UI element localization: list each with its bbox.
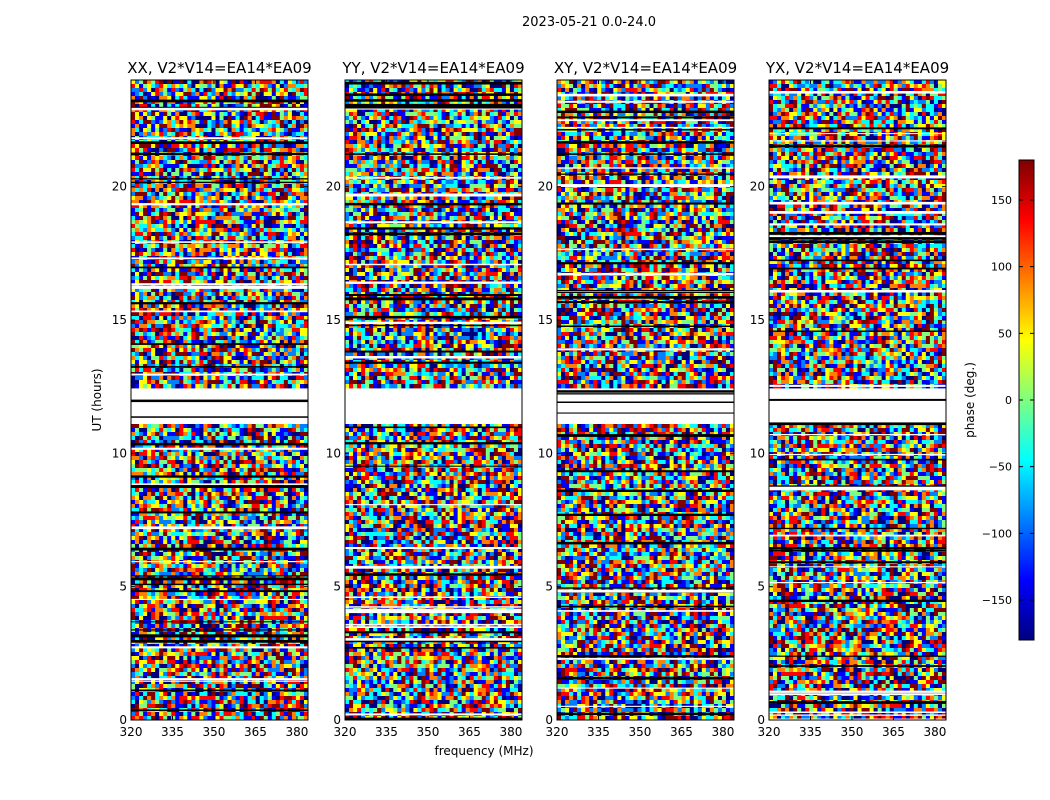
y-tick-label: 10 — [750, 446, 765, 460]
panel-frame — [344, 79, 523, 721]
y-tick-label: 20 — [750, 180, 765, 194]
panels: XX, V2*V14=EA14*EA09 320 335 350 365 380 0 5 10 1… — [112, 59, 949, 739]
x-tick-label: 335 — [799, 725, 822, 739]
colorbar-tick-label: 100 — [991, 261, 1012, 274]
phase-image — [557, 80, 735, 721]
panel-4: YX, V2*V14=EA14*EA09 320 335 350 365 380 0 5 10 1… — [750, 59, 949, 739]
y-tick-label: 15 — [326, 313, 341, 327]
colorbar-label: phase (deg.) — [963, 362, 977, 438]
y-axis-label: UT (hours) — [90, 368, 104, 431]
x-tick-label: 335 — [161, 725, 184, 739]
x-tick-label: 380 — [499, 725, 522, 739]
x-tick-label: 320 — [120, 725, 143, 739]
x-tick-label: 365 — [458, 725, 481, 739]
y-tick-label: 0 — [757, 713, 765, 727]
y-tick-label: 5 — [119, 580, 127, 594]
colorbar-tick-label: −100 — [982, 527, 1012, 540]
panel-title: XX, V2*V14=EA14*EA09 — [127, 59, 311, 77]
y-tick-label: 15 — [750, 313, 765, 327]
x-tick-label: 350 — [629, 725, 652, 739]
colorbar-tick-label: 50 — [998, 327, 1012, 340]
panel-frame — [130, 79, 309, 721]
y-tick-label: 5 — [545, 580, 553, 594]
x-tick-label: 350 — [417, 725, 440, 739]
phase-image — [345, 80, 523, 721]
colorbar-tick-label: −50 — [989, 461, 1012, 474]
x-tick-label: 335 — [375, 725, 398, 739]
panel-frame — [556, 79, 735, 721]
x-tick-label: 320 — [334, 725, 357, 739]
y-tick-label: 15 — [538, 313, 553, 327]
x-tick-label: 380 — [923, 725, 946, 739]
x-tick-label: 380 — [285, 725, 308, 739]
figure-title: 2023-05-21 0.0-24.0 — [522, 15, 656, 30]
x-tick-label: 320 — [758, 725, 781, 739]
y-tick-label: 10 — [326, 446, 341, 460]
y-tick-label: 10 — [112, 446, 127, 460]
x-tick-label: 365 — [882, 725, 905, 739]
y-tick-label: 5 — [333, 580, 341, 594]
colorbar: 150 100 50 0 −50 −100 −150 phase (deg.) — [963, 159, 1035, 641]
panel-2: YY, V2*V14=EA14*EA09 320 335 350 365 380 0 5 10 1… — [326, 59, 525, 739]
panel-title: XY, V2*V14=EA14*EA09 — [554, 59, 737, 77]
y-tick-label: 0 — [545, 713, 553, 727]
y-tick-label: 20 — [112, 180, 127, 194]
panel-title: YY, V2*V14=EA14*EA09 — [341, 59, 524, 77]
phase-image — [131, 80, 309, 721]
x-tick-label: 320 — [546, 725, 569, 739]
x-tick-label: 365 — [244, 725, 267, 739]
y-tick-label: 10 — [538, 446, 553, 460]
phase-image — [769, 80, 947, 721]
y-tick-label: 5 — [757, 580, 765, 594]
panel-3: XY, V2*V14=EA14*EA09 320 335 350 365 380 0 5 10 1… — [538, 59, 737, 739]
y-tick-label: 15 — [112, 313, 127, 327]
colorbar-tick-label: 0 — [1005, 394, 1012, 407]
y-tick-label: 20 — [326, 180, 341, 194]
panel-1: XX, V2*V14=EA14*EA09 320 335 350 365 380 0 5 10 1… — [112, 59, 312, 739]
panel-title: YX, V2*V14=EA14*EA09 — [765, 59, 949, 77]
colorbar-tick-label: 150 — [991, 194, 1012, 207]
x-axis-label: frequency (MHz) — [434, 744, 533, 758]
x-tick-label: 350 — [203, 725, 226, 739]
x-tick-label: 335 — [587, 725, 610, 739]
x-tick-label: 350 — [841, 725, 864, 739]
y-tick-label: 0 — [333, 713, 341, 727]
y-tick-label: 0 — [119, 713, 127, 727]
panel-frame — [768, 79, 947, 721]
y-tick-label: 20 — [538, 180, 553, 194]
colorbar-ticks: 150 100 50 0 −50 −100 −150 — [982, 194, 1034, 607]
x-tick-label: 365 — [670, 725, 693, 739]
colorbar-tick-label: −150 — [982, 594, 1012, 607]
x-tick-label: 380 — [711, 725, 734, 739]
